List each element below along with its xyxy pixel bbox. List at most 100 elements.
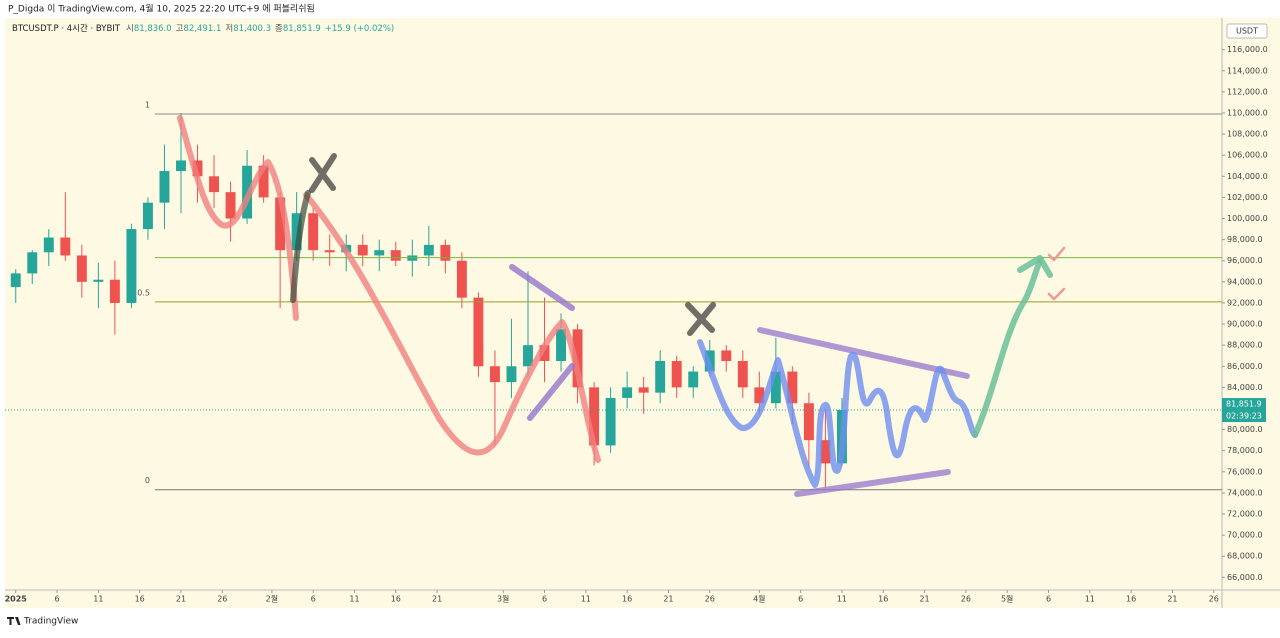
y-tick-label: 66,000.0 bbox=[1227, 573, 1263, 582]
x-tick-label: 4월 bbox=[753, 594, 765, 604]
x-tick-label: 16 bbox=[135, 595, 145, 604]
ohlc-label: 저 bbox=[225, 24, 233, 34]
x-tick-label: 26 bbox=[705, 595, 715, 604]
x-tick-label: 6 bbox=[798, 595, 803, 604]
candle-body bbox=[556, 329, 566, 361]
y-tick-label: 108,000.0 bbox=[1227, 130, 1268, 139]
ohlc-value: 81,400.3 bbox=[233, 24, 271, 34]
y-tick-label: 86,000.0 bbox=[1227, 362, 1263, 371]
candle-body bbox=[258, 165, 269, 198]
x-mark bbox=[685, 302, 716, 336]
candle-body bbox=[688, 371, 699, 388]
candle-body bbox=[159, 171, 170, 203]
x-tick-label: 21 bbox=[432, 595, 442, 604]
green-arrowhead bbox=[1017, 255, 1053, 278]
x-tick-label: 16 bbox=[878, 595, 888, 604]
green-arrow bbox=[972, 259, 1043, 438]
candle-body bbox=[655, 360, 666, 393]
candle-body bbox=[142, 202, 153, 230]
y-tick-label: 116,000.0 bbox=[1227, 45, 1268, 54]
candle-body bbox=[440, 244, 451, 261]
candle-body bbox=[357, 244, 368, 256]
candle-body bbox=[770, 371, 781, 404]
red-curve bbox=[177, 115, 299, 321]
purple-line bbox=[757, 327, 970, 497]
candle-body bbox=[506, 366, 517, 383]
fib-label: 0 bbox=[145, 476, 150, 485]
x-tick-label: 11 bbox=[93, 595, 103, 604]
dark-stroke bbox=[290, 190, 311, 303]
candle-body bbox=[76, 255, 87, 282]
candle-body bbox=[539, 345, 550, 361]
candles bbox=[10, 112, 847, 488]
y-tick-label: 112,000.0 bbox=[1227, 87, 1268, 96]
x-tick-label: 11 bbox=[837, 595, 847, 604]
x-tick-label: 11 bbox=[1085, 595, 1095, 604]
annotations bbox=[177, 115, 1066, 497]
y-tick-label: 68,000.0 bbox=[1227, 552, 1263, 561]
price-axis-panel bbox=[1222, 18, 1280, 608]
candle-body bbox=[787, 371, 798, 404]
y-tick-label: 88,000.0 bbox=[1227, 341, 1263, 350]
x-tick-label: 6 bbox=[55, 595, 60, 604]
time-axis-panel bbox=[5, 590, 1222, 608]
x-tick-label: 21 bbox=[663, 595, 673, 604]
currency-label: USDT bbox=[1236, 27, 1258, 36]
candle-body bbox=[721, 350, 732, 361]
ohlc-label: 종 bbox=[275, 24, 283, 34]
red-curve bbox=[303, 192, 601, 463]
candle-body bbox=[308, 213, 319, 251]
y-tick-label: 102,000.0 bbox=[1227, 193, 1268, 202]
x-tick-label: 16 bbox=[622, 595, 632, 604]
candle-body bbox=[803, 403, 814, 441]
candle-body bbox=[93, 279, 104, 282]
logo-mark bbox=[7, 617, 21, 625]
x-tick-label: 26 bbox=[1209, 595, 1219, 604]
candle-body bbox=[374, 250, 385, 256]
candle-body bbox=[523, 345, 533, 367]
brand-name: TradingView bbox=[23, 617, 78, 627]
y-tick-label: 70,000.0 bbox=[1227, 531, 1263, 540]
y-tick-label: 76,000.0 bbox=[1227, 467, 1263, 476]
x-tick-label: 16 bbox=[1126, 595, 1136, 604]
candle-body bbox=[324, 250, 335, 253]
candle-body bbox=[43, 237, 54, 253]
y-tick-label: 80,000.0 bbox=[1227, 425, 1263, 434]
candle-body bbox=[407, 255, 418, 261]
purple-line bbox=[509, 264, 575, 421]
candle-body bbox=[605, 397, 616, 446]
candle-body bbox=[737, 360, 748, 388]
x-tick-label: 21 bbox=[919, 595, 929, 604]
y-tick-label: 114,000.0 bbox=[1227, 66, 1268, 75]
plot-area bbox=[5, 18, 1222, 590]
fib-label: 1 bbox=[145, 101, 150, 110]
candle-body bbox=[671, 360, 682, 388]
ohlc-value: 82,491.1 bbox=[184, 24, 222, 34]
last-price-label: 81,851.9 bbox=[1226, 400, 1262, 409]
candle-body bbox=[390, 250, 401, 261]
currency-box bbox=[1226, 23, 1268, 39]
ohlc-value: 81,851.9 bbox=[283, 24, 321, 34]
x-tick-label: 11 bbox=[349, 595, 359, 604]
candle-body bbox=[754, 387, 765, 404]
x-mark bbox=[309, 153, 337, 193]
x-tick-label: 6 bbox=[311, 595, 316, 604]
candle-body bbox=[209, 176, 219, 193]
x-tick-label: 2025 bbox=[5, 595, 28, 604]
y-tick-label: 84,000.0 bbox=[1227, 383, 1263, 392]
symbol-legend: BTCUSDT.P · 4시간 · BYBIT 시81,836.0 고82,491.… bbox=[12, 23, 394, 34]
x-tick-label: 5월 bbox=[1001, 594, 1013, 604]
y-tick-label: 90,000.0 bbox=[1227, 320, 1263, 329]
candle-body bbox=[291, 213, 302, 251]
symbol: BTCUSDT.P · 4시간 · BYBIT bbox=[12, 23, 121, 34]
y-tick-label: 94,000.0 bbox=[1227, 277, 1263, 286]
y-tick-label: 104,000.0 bbox=[1227, 172, 1268, 181]
candle-body bbox=[225, 192, 236, 219]
brand-logo: TradingView bbox=[7, 617, 78, 627]
x-tick-label: 2월 bbox=[266, 594, 278, 604]
x-tick-label: 3월 bbox=[497, 594, 509, 604]
candle-body bbox=[622, 387, 633, 398]
publish-header: P_Digda 이 TradingView.com, 4월 10, 2025 2… bbox=[8, 3, 315, 15]
y-tick-label: 78,000.0 bbox=[1227, 446, 1263, 455]
candle-body bbox=[423, 244, 434, 256]
